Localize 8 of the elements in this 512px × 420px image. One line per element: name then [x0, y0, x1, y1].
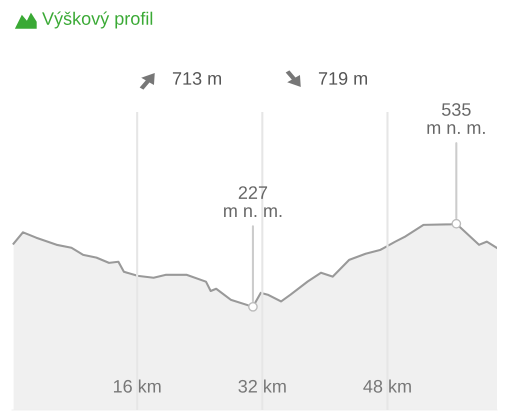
x-tick-label: 32 km [238, 379, 286, 393]
x-tick-label: 48 km [363, 379, 411, 393]
annotation: 227 m n. m. [224, 186, 282, 217]
annotation: 535 m n. m. [427, 103, 485, 134]
x-tick-label: 16 km [114, 379, 161, 393]
chart-title: Výškový profil [42, 11, 152, 29]
text: 713 m [172, 72, 221, 85]
text: 719 m [318, 72, 367, 85]
